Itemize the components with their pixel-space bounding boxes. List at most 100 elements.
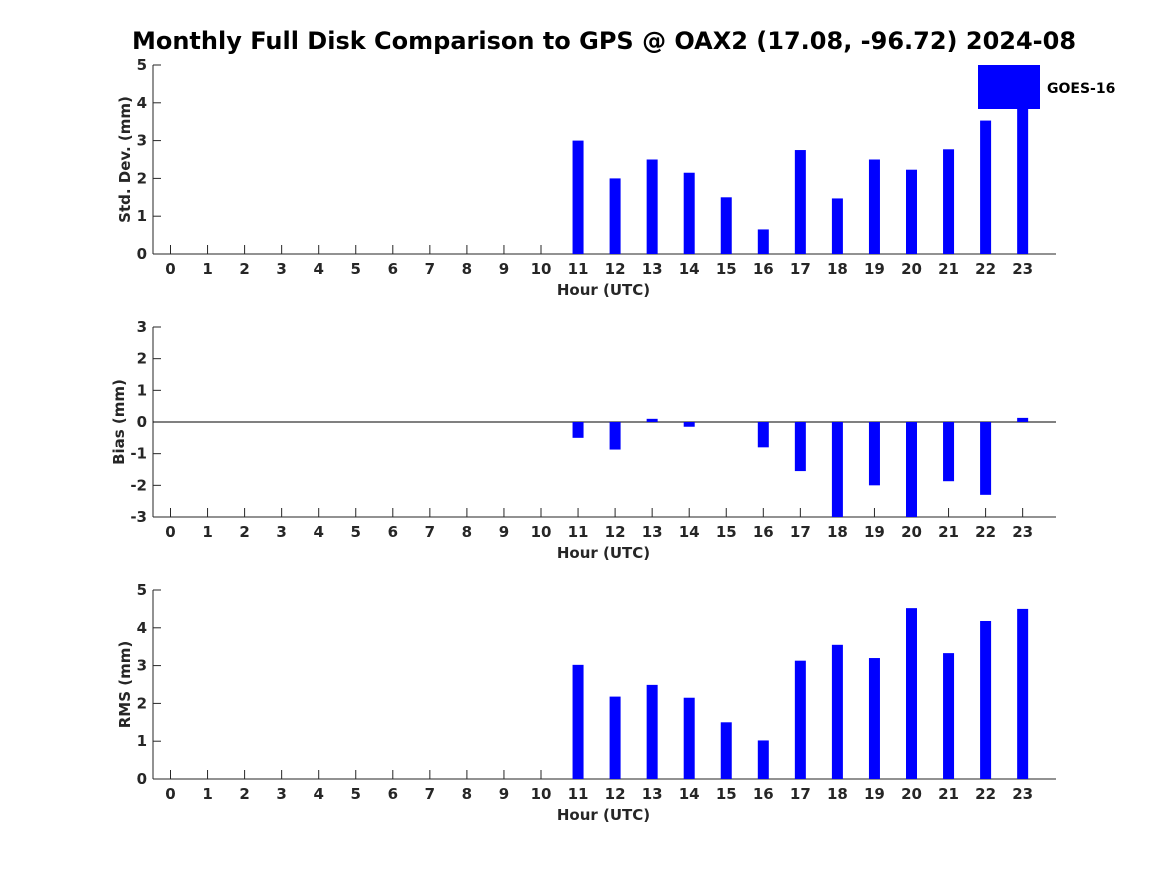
y-axis-label: RMS (mm) — [116, 641, 134, 728]
x-axis-label: Hour (UTC) — [557, 806, 650, 824]
bar-12 — [609, 422, 621, 450]
bar-20 — [906, 422, 917, 517]
y-tick-label: 3 — [137, 132, 147, 150]
bar-18 — [831, 198, 843, 254]
bar-21 — [943, 653, 955, 779]
y-tick-label: 2 — [137, 694, 147, 712]
x-tick-label: 17 — [790, 523, 811, 541]
y-tick-label: 0 — [137, 245, 147, 263]
y-tick-label: 3 — [137, 318, 147, 336]
x-tick-label: 21 — [938, 260, 959, 278]
x-tick-label: 22 — [975, 260, 996, 278]
y-tick-label: 5 — [137, 581, 147, 599]
bar-16 — [757, 422, 769, 448]
bar-18 — [831, 644, 843, 779]
bar-11 — [572, 664, 584, 779]
x-tick-label: 11 — [568, 523, 589, 541]
x-tick-label: 21 — [938, 785, 959, 803]
y-tick-label: 0 — [137, 770, 147, 788]
x-tick-label: 6 — [388, 260, 398, 278]
y-tick-label: -2 — [130, 476, 147, 494]
bar-20 — [906, 608, 917, 779]
bar-22 — [980, 620, 992, 779]
x-tick-label: 18 — [827, 523, 848, 541]
x-tick-label: 17 — [790, 785, 811, 803]
x-tick-label: 21 — [938, 523, 959, 541]
x-tick-label: 19 — [864, 523, 885, 541]
bar-12 — [609, 178, 621, 254]
x-tick-label: 8 — [462, 523, 472, 541]
x-tick-label: 22 — [975, 523, 996, 541]
bar-20 — [906, 169, 917, 254]
x-tick-label: 4 — [313, 523, 323, 541]
bar-16 — [757, 229, 769, 254]
x-tick-label: 0 — [165, 523, 175, 541]
x-tick-label: 16 — [753, 523, 774, 541]
bar-13 — [646, 418, 658, 422]
x-tick-label: 15 — [716, 260, 737, 278]
x-tick-label: 20 — [901, 785, 922, 803]
x-tick-label: 15 — [716, 523, 737, 541]
bar-21 — [943, 422, 955, 482]
legend-swatch-goes16 — [978, 65, 1040, 109]
bar-17 — [794, 150, 806, 254]
x-tick-label: 6 — [388, 785, 398, 803]
legend: GOES-16 — [978, 65, 1115, 109]
bar-13 — [646, 159, 658, 254]
bar-18 — [831, 422, 843, 517]
bar-14 — [683, 697, 695, 779]
y-axis-label: Bias (mm) — [110, 379, 128, 465]
x-tick-label: 2 — [239, 785, 249, 803]
x-tick-label: 20 — [901, 523, 922, 541]
x-tick-label: 9 — [499, 523, 509, 541]
bar-23 — [1017, 417, 1029, 422]
x-tick-label: 4 — [313, 260, 323, 278]
bar-21 — [943, 149, 955, 254]
x-tick-label: 14 — [679, 785, 700, 803]
x-tick-label: 7 — [425, 260, 435, 278]
x-tick-label: 9 — [499, 785, 509, 803]
x-tick-label: 6 — [388, 523, 398, 541]
bar-15 — [720, 722, 732, 779]
x-tick-label: 23 — [1012, 785, 1033, 803]
x-tick-label: 3 — [276, 523, 286, 541]
x-tick-label: 5 — [351, 523, 361, 541]
bar-22 — [980, 422, 992, 495]
bar-19 — [868, 422, 880, 486]
bar-14 — [683, 422, 695, 427]
x-tick-label: 17 — [790, 260, 811, 278]
x-tick-label: 15 — [716, 785, 737, 803]
bar-19 — [868, 658, 880, 779]
x-tick-label: 1 — [202, 785, 212, 803]
x-tick-label: 0 — [165, 260, 175, 278]
x-tick-label: 13 — [642, 523, 663, 541]
x-axis-label: Hour (UTC) — [557, 544, 650, 562]
x-tick-label: 12 — [605, 785, 626, 803]
x-tick-label: 18 — [827, 260, 848, 278]
x-tick-label: 19 — [864, 785, 885, 803]
y-tick-label: 3 — [137, 657, 147, 675]
x-tick-label: 14 — [679, 260, 700, 278]
bar-17 — [794, 660, 806, 779]
bar-11 — [572, 140, 584, 254]
x-tick-label: 23 — [1012, 523, 1033, 541]
bar-16 — [757, 740, 769, 779]
y-tick-label: 5 — [137, 56, 147, 74]
bar-22 — [980, 120, 992, 254]
x-tick-label: 9 — [499, 260, 509, 278]
x-tick-label: 1 — [202, 260, 212, 278]
bar-11 — [572, 422, 584, 438]
y-tick-label: 4 — [137, 94, 147, 112]
x-tick-label: 10 — [531, 260, 552, 278]
x-tick-label: 13 — [642, 260, 663, 278]
x-tick-label: 11 — [568, 785, 589, 803]
x-tick-label: 8 — [462, 260, 472, 278]
x-tick-label: 3 — [276, 260, 286, 278]
x-tick-label: 8 — [462, 785, 472, 803]
bar-17 — [794, 422, 806, 472]
x-tick-label: 3 — [276, 785, 286, 803]
